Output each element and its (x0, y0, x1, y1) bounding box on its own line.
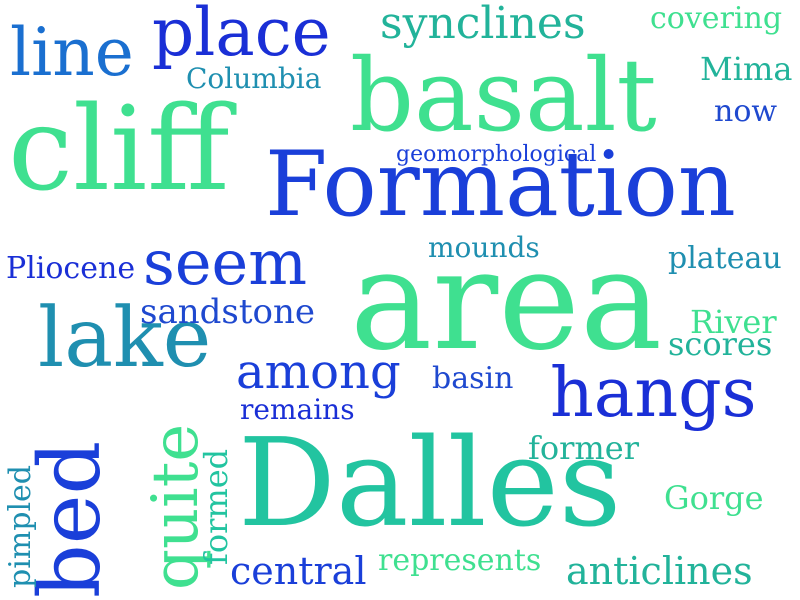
word-hangs: hangs (550, 354, 757, 433)
word-pliocene: Pliocene (6, 251, 136, 286)
word-area: area (350, 220, 663, 381)
word-river: River (690, 303, 777, 341)
word-geomorphological: geomorphological (396, 142, 597, 167)
word-seem: seem (143, 226, 307, 299)
word-central: central (230, 549, 367, 593)
word-place: place (152, 0, 331, 71)
word-formation: Formation (265, 132, 736, 237)
word-covering: covering (650, 1, 783, 36)
word-bed: bed (21, 440, 119, 598)
word-sandstone: sandstone (140, 292, 315, 332)
word-remains: remains (240, 393, 355, 426)
word-formed: formed (197, 448, 235, 565)
word-anticlines: anticlines (566, 549, 753, 593)
word-line: line (10, 14, 134, 91)
word-pimpled: pimpled (3, 464, 38, 588)
word-gorge: Gorge (664, 479, 764, 517)
word-basalt: basalt (350, 37, 657, 154)
word-lake: lake (38, 291, 212, 386)
word-basin: basin (432, 361, 514, 396)
word-mounds: mounds (428, 231, 540, 264)
word-represents: represents (378, 543, 542, 578)
word-scores: scores (668, 325, 773, 363)
word-synclines: synclines (380, 0, 586, 49)
word-cliff: cliff (8, 82, 230, 217)
word-former: former (528, 429, 639, 467)
word-plateau: plateau (668, 241, 782, 276)
word-among: among (236, 344, 401, 400)
word-now: now (714, 94, 778, 129)
word-mima: Mima (700, 50, 793, 88)
word-columbia: Columbia (186, 62, 322, 95)
word-dalles: Dalles (238, 412, 622, 554)
